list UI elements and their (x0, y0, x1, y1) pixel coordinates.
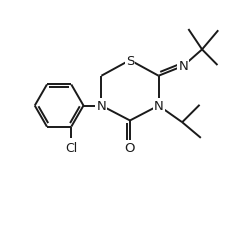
Text: N: N (96, 100, 106, 112)
Text: O: O (125, 142, 135, 155)
Text: S: S (126, 54, 134, 67)
Text: N: N (178, 60, 188, 73)
Text: N: N (154, 100, 164, 112)
Text: Cl: Cl (65, 141, 78, 154)
